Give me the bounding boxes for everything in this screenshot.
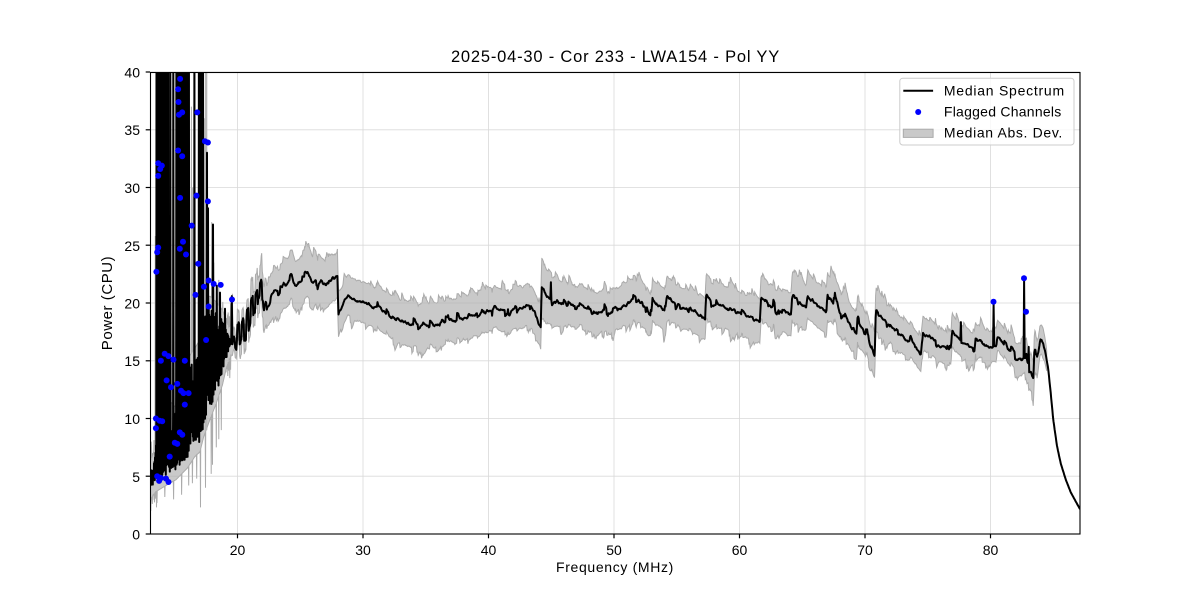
svg-text:5: 5 bbox=[132, 469, 140, 485]
svg-text:Median Abs. Dev.: Median Abs. Dev. bbox=[944, 125, 1063, 141]
svg-text:Frequency (MHz): Frequency (MHz) bbox=[556, 559, 674, 575]
svg-text:40: 40 bbox=[124, 65, 140, 81]
svg-text:80: 80 bbox=[983, 542, 999, 558]
svg-text:Flagged Channels: Flagged Channels bbox=[944, 104, 1062, 120]
svg-text:60: 60 bbox=[732, 542, 748, 558]
svg-text:30: 30 bbox=[124, 180, 140, 196]
svg-text:Median Spectrum: Median Spectrum bbox=[944, 83, 1065, 99]
svg-text:20: 20 bbox=[124, 296, 140, 312]
svg-text:70: 70 bbox=[857, 542, 873, 558]
svg-text:0: 0 bbox=[132, 527, 140, 543]
svg-text:50: 50 bbox=[606, 542, 622, 558]
svg-text:40: 40 bbox=[481, 542, 497, 558]
svg-text:35: 35 bbox=[124, 122, 140, 138]
svg-text:15: 15 bbox=[124, 353, 140, 369]
svg-text:2025-04-30 - Cor 233 - LWA154: 2025-04-30 - Cor 233 - LWA154 - Pol YY bbox=[451, 48, 780, 66]
svg-text:20: 20 bbox=[230, 542, 246, 558]
svg-text:Power (CPU): Power (CPU) bbox=[99, 256, 116, 350]
svg-text:30: 30 bbox=[355, 542, 371, 558]
svg-text:10: 10 bbox=[124, 411, 140, 427]
svg-text:25: 25 bbox=[124, 238, 140, 254]
